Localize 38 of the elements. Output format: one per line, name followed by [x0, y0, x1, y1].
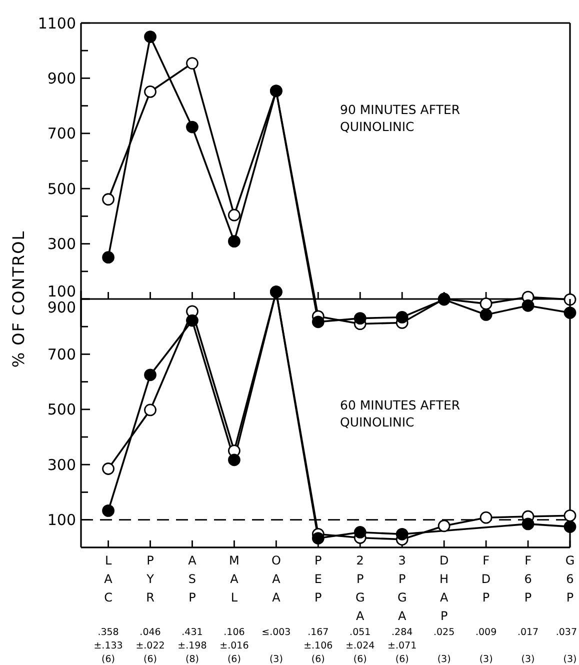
x-tick-label: LAC — [104, 553, 114, 604]
text: .046 ±.022 (6) — [136, 627, 165, 665]
y-tick-label: 900 — [47, 69, 76, 88]
x-tick-label: G6P — [565, 553, 575, 604]
y-tick-label: 700 — [47, 345, 76, 364]
text: .106 ±.016 (6) — [220, 627, 249, 665]
text: .431 ±.198 (8) — [178, 627, 207, 665]
x-tick-label: ASP — [188, 553, 198, 604]
y-tick-label: 700 — [47, 124, 76, 143]
x-tick-label: 2PGA — [355, 553, 366, 623]
text: ≤.003 (3) — [262, 627, 291, 665]
y-tick-label: 900 — [47, 298, 76, 316]
y-tick-label: 300 — [47, 456, 76, 474]
text: .025 (3) — [434, 627, 455, 665]
text: .167 ±.106 (6) — [304, 627, 333, 665]
x-tick-label: FDP — [481, 553, 491, 604]
x-tick-label: DHAP — [439, 553, 449, 623]
text: 90 MINUTES AFTER QUINOLINIC — [340, 102, 460, 134]
x-tick-label: F6P — [524, 553, 532, 604]
text: .009 (3) — [475, 627, 497, 665]
y-tick-label: 100 — [47, 511, 76, 530]
x-tick-label: PEP — [314, 553, 322, 604]
y-tick-label: 100 — [47, 282, 76, 300]
x-tick-label: PYR — [146, 553, 155, 604]
x-tick-label: MAL — [229, 553, 240, 604]
text: 60 MINUTES AFTER QUINOLINIC — [340, 397, 460, 430]
text: .051 ±.024 (6) — [346, 627, 375, 665]
y-tick-label: 500 — [47, 400, 76, 419]
y-tick-label: 500 — [47, 180, 76, 198]
x-tick-label: 3PGA — [397, 553, 407, 623]
text: .358 ±.133 (6) — [94, 627, 123, 665]
text: .017 (3) — [517, 627, 539, 665]
y-axis-title: % OF CONTROL — [9, 230, 28, 368]
text: .037 (3) — [556, 627, 577, 665]
y-tick-label: 300 — [47, 235, 76, 254]
x-tick-label: OAA — [271, 553, 282, 604]
y-tick-label: 1100 — [38, 14, 76, 32]
text: .284 ±.071 (6) — [388, 627, 417, 665]
